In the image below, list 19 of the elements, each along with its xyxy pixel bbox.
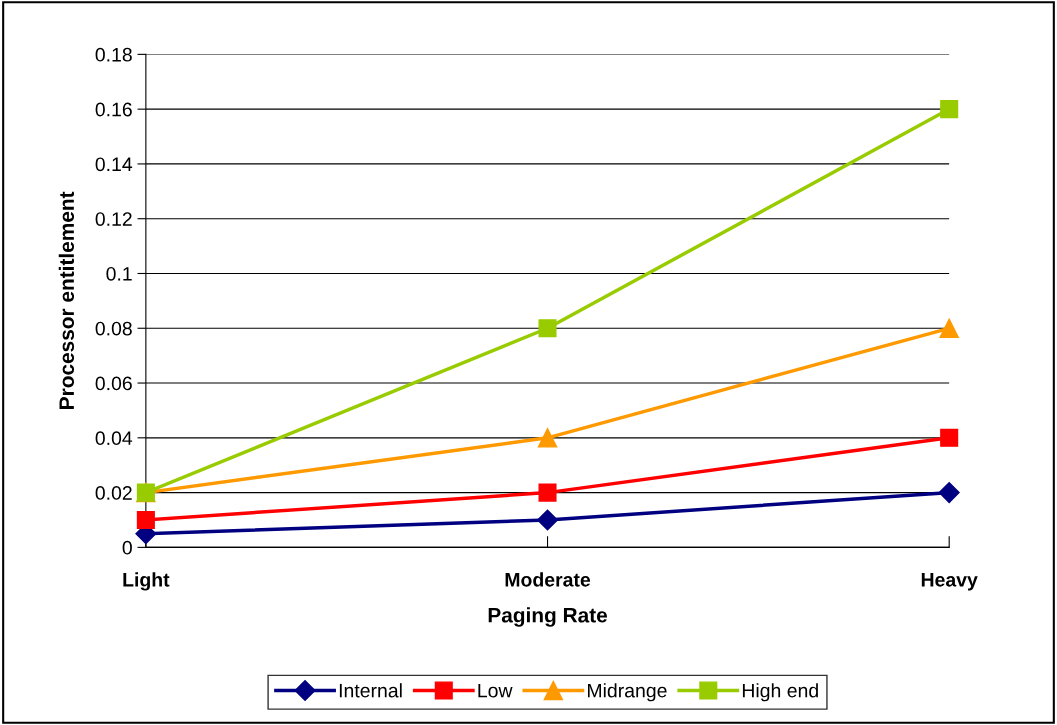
x-tick-label: Moderate (505, 572, 591, 587)
y-tick-label: 0.12 (95, 212, 132, 226)
y-tick-label: 0.14 (95, 157, 133, 172)
x-tick-label: Heavy (921, 573, 978, 591)
legend-label: Internal (339, 683, 402, 698)
y-tick-label: 0.08 (95, 321, 132, 336)
legend-label: Midrange (587, 683, 667, 702)
y-tick-label: 0.16 (95, 102, 132, 117)
x-axis-title: Paging Rate (488, 607, 608, 627)
y-tick-label: 0.02 (95, 486, 132, 500)
y-axis-title: Processor entitlement (58, 191, 75, 409)
y-tick-label: 0.06 (95, 376, 132, 391)
x-tick-label: Light (123, 572, 170, 591)
legend-label: Low (478, 683, 513, 698)
y-tick-label: 0.1 (106, 266, 132, 281)
y-tick-label: 0.18 (95, 47, 132, 62)
legend-label: High end (742, 683, 818, 702)
y-tick-label: 0.04 (95, 431, 133, 446)
y-tick-label: 0 (122, 540, 132, 555)
